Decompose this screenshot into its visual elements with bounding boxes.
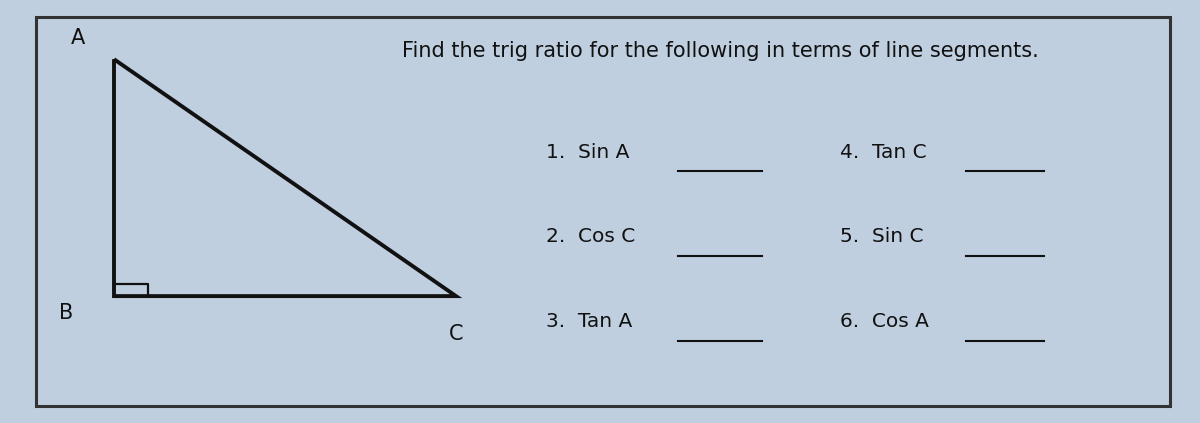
Text: C: C: [449, 324, 463, 344]
Text: 4.  Tan C: 4. Tan C: [840, 143, 926, 162]
Text: A: A: [71, 28, 85, 48]
Text: 6.  Cos A: 6. Cos A: [840, 312, 929, 331]
Text: 5.  Sin C: 5. Sin C: [840, 228, 924, 246]
Text: Find the trig ratio for the following in terms of line segments.: Find the trig ratio for the following in…: [402, 41, 1038, 61]
Text: 1.  Sin A: 1. Sin A: [546, 143, 629, 162]
Text: B: B: [59, 303, 73, 323]
Text: 3.  Tan A: 3. Tan A: [546, 312, 632, 331]
Text: 2.  Cos C: 2. Cos C: [546, 228, 635, 246]
